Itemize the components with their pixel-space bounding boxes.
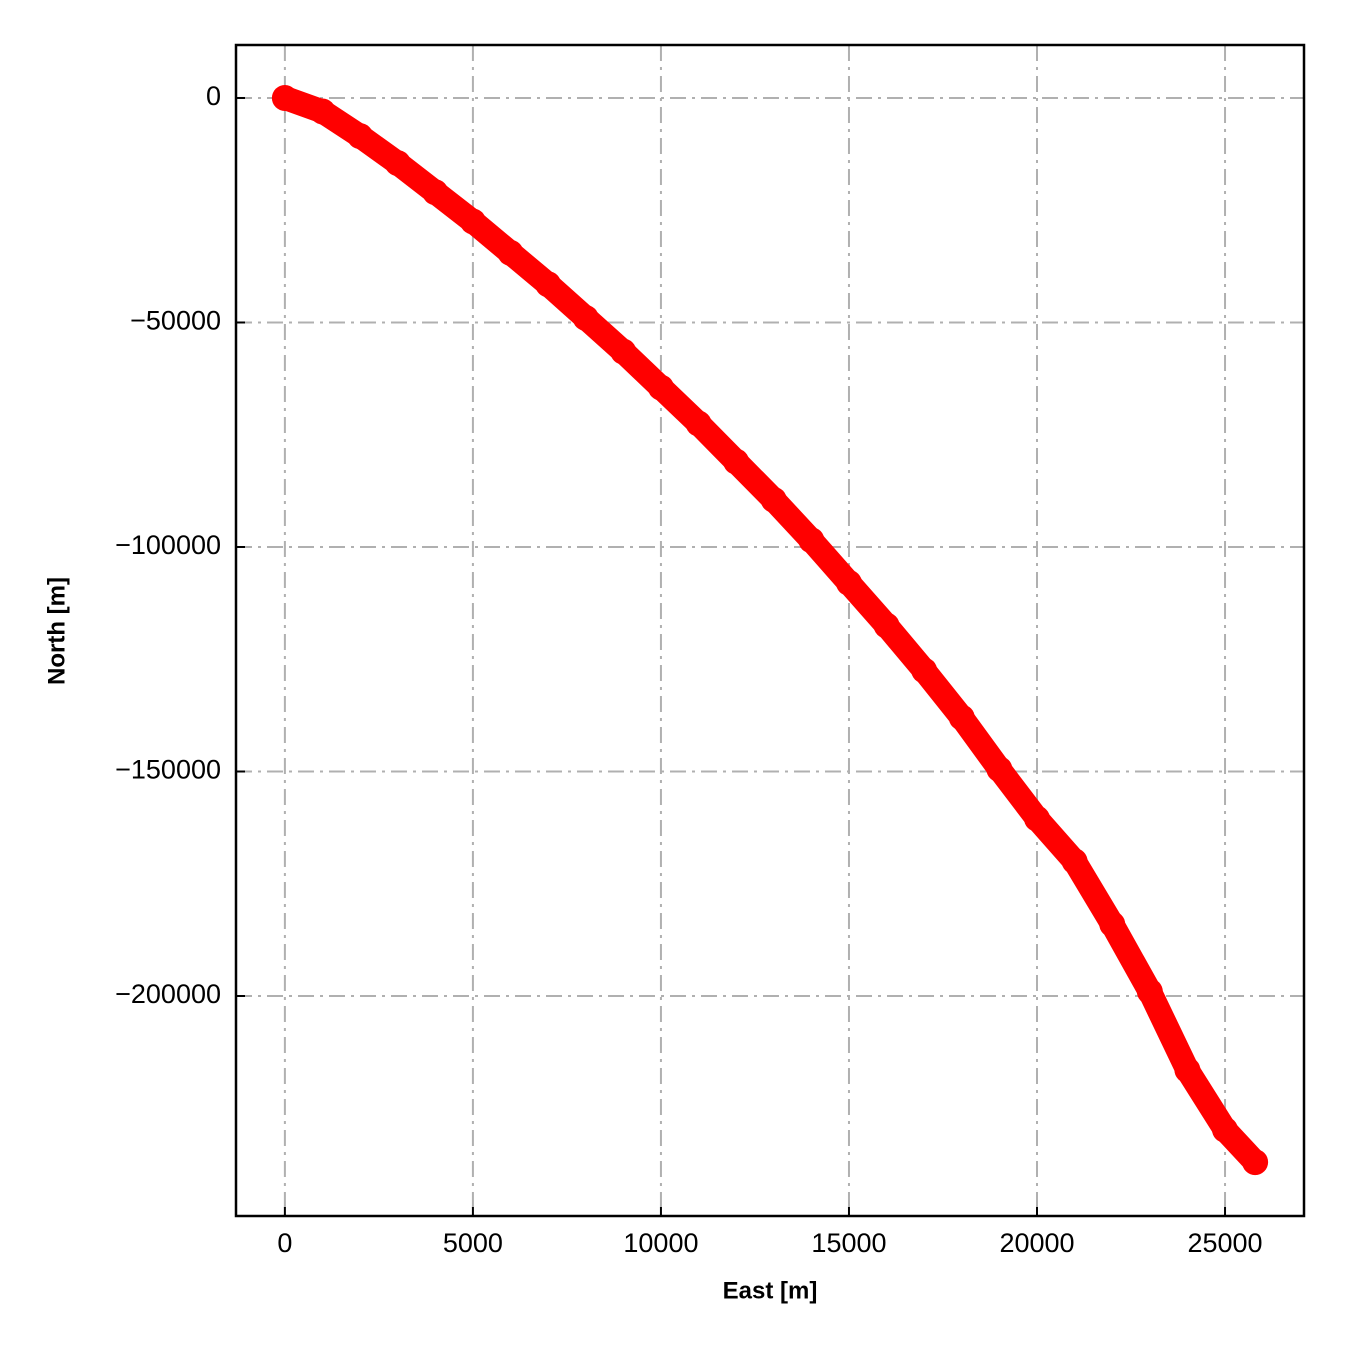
- point: [459, 208, 486, 235]
- point: [1024, 805, 1050, 832]
- point: [384, 150, 411, 177]
- y-tick-label: −200000: [115, 979, 221, 1009]
- y-tick-label: 0: [206, 81, 221, 111]
- point: [1212, 1116, 1239, 1143]
- y-axis-label: North [m]: [43, 577, 70, 685]
- point: [986, 756, 1013, 783]
- point: [835, 569, 862, 596]
- point: [760, 486, 787, 513]
- point: [1174, 1057, 1201, 1084]
- x-tick-label: 25000: [1187, 1228, 1262, 1258]
- trajectory-line: [272, 85, 1268, 1175]
- point: [610, 338, 637, 365]
- point: [572, 304, 599, 331]
- x-tick-label: 5000: [443, 1228, 503, 1258]
- point: [271, 84, 298, 111]
- point: [911, 657, 938, 684]
- point: [422, 179, 449, 206]
- x-tick-label: 15000: [811, 1228, 886, 1258]
- point: [347, 123, 374, 150]
- plot-frame: [234, 43, 1306, 1218]
- point: [723, 448, 750, 475]
- point: [873, 612, 900, 639]
- point: [535, 271, 562, 298]
- point: [948, 704, 975, 731]
- point: [647, 374, 674, 401]
- x-axis-label: East [m]: [723, 1277, 818, 1304]
- x-tick-label: 20000: [999, 1228, 1074, 1258]
- x-tick-label: 0: [277, 1228, 292, 1258]
- x-tick-label: 10000: [623, 1228, 698, 1258]
- point: [685, 410, 712, 437]
- point: [798, 527, 825, 554]
- point: [1099, 911, 1126, 938]
- y-tick-label: −100000: [115, 530, 221, 560]
- point: [497, 239, 524, 266]
- point: [1242, 1149, 1269, 1176]
- point: [1136, 978, 1163, 1005]
- y-tick-label: −150000: [115, 755, 221, 785]
- point: [309, 98, 336, 125]
- y-tick-label: −50000: [130, 306, 221, 336]
- point: [1061, 848, 1088, 875]
